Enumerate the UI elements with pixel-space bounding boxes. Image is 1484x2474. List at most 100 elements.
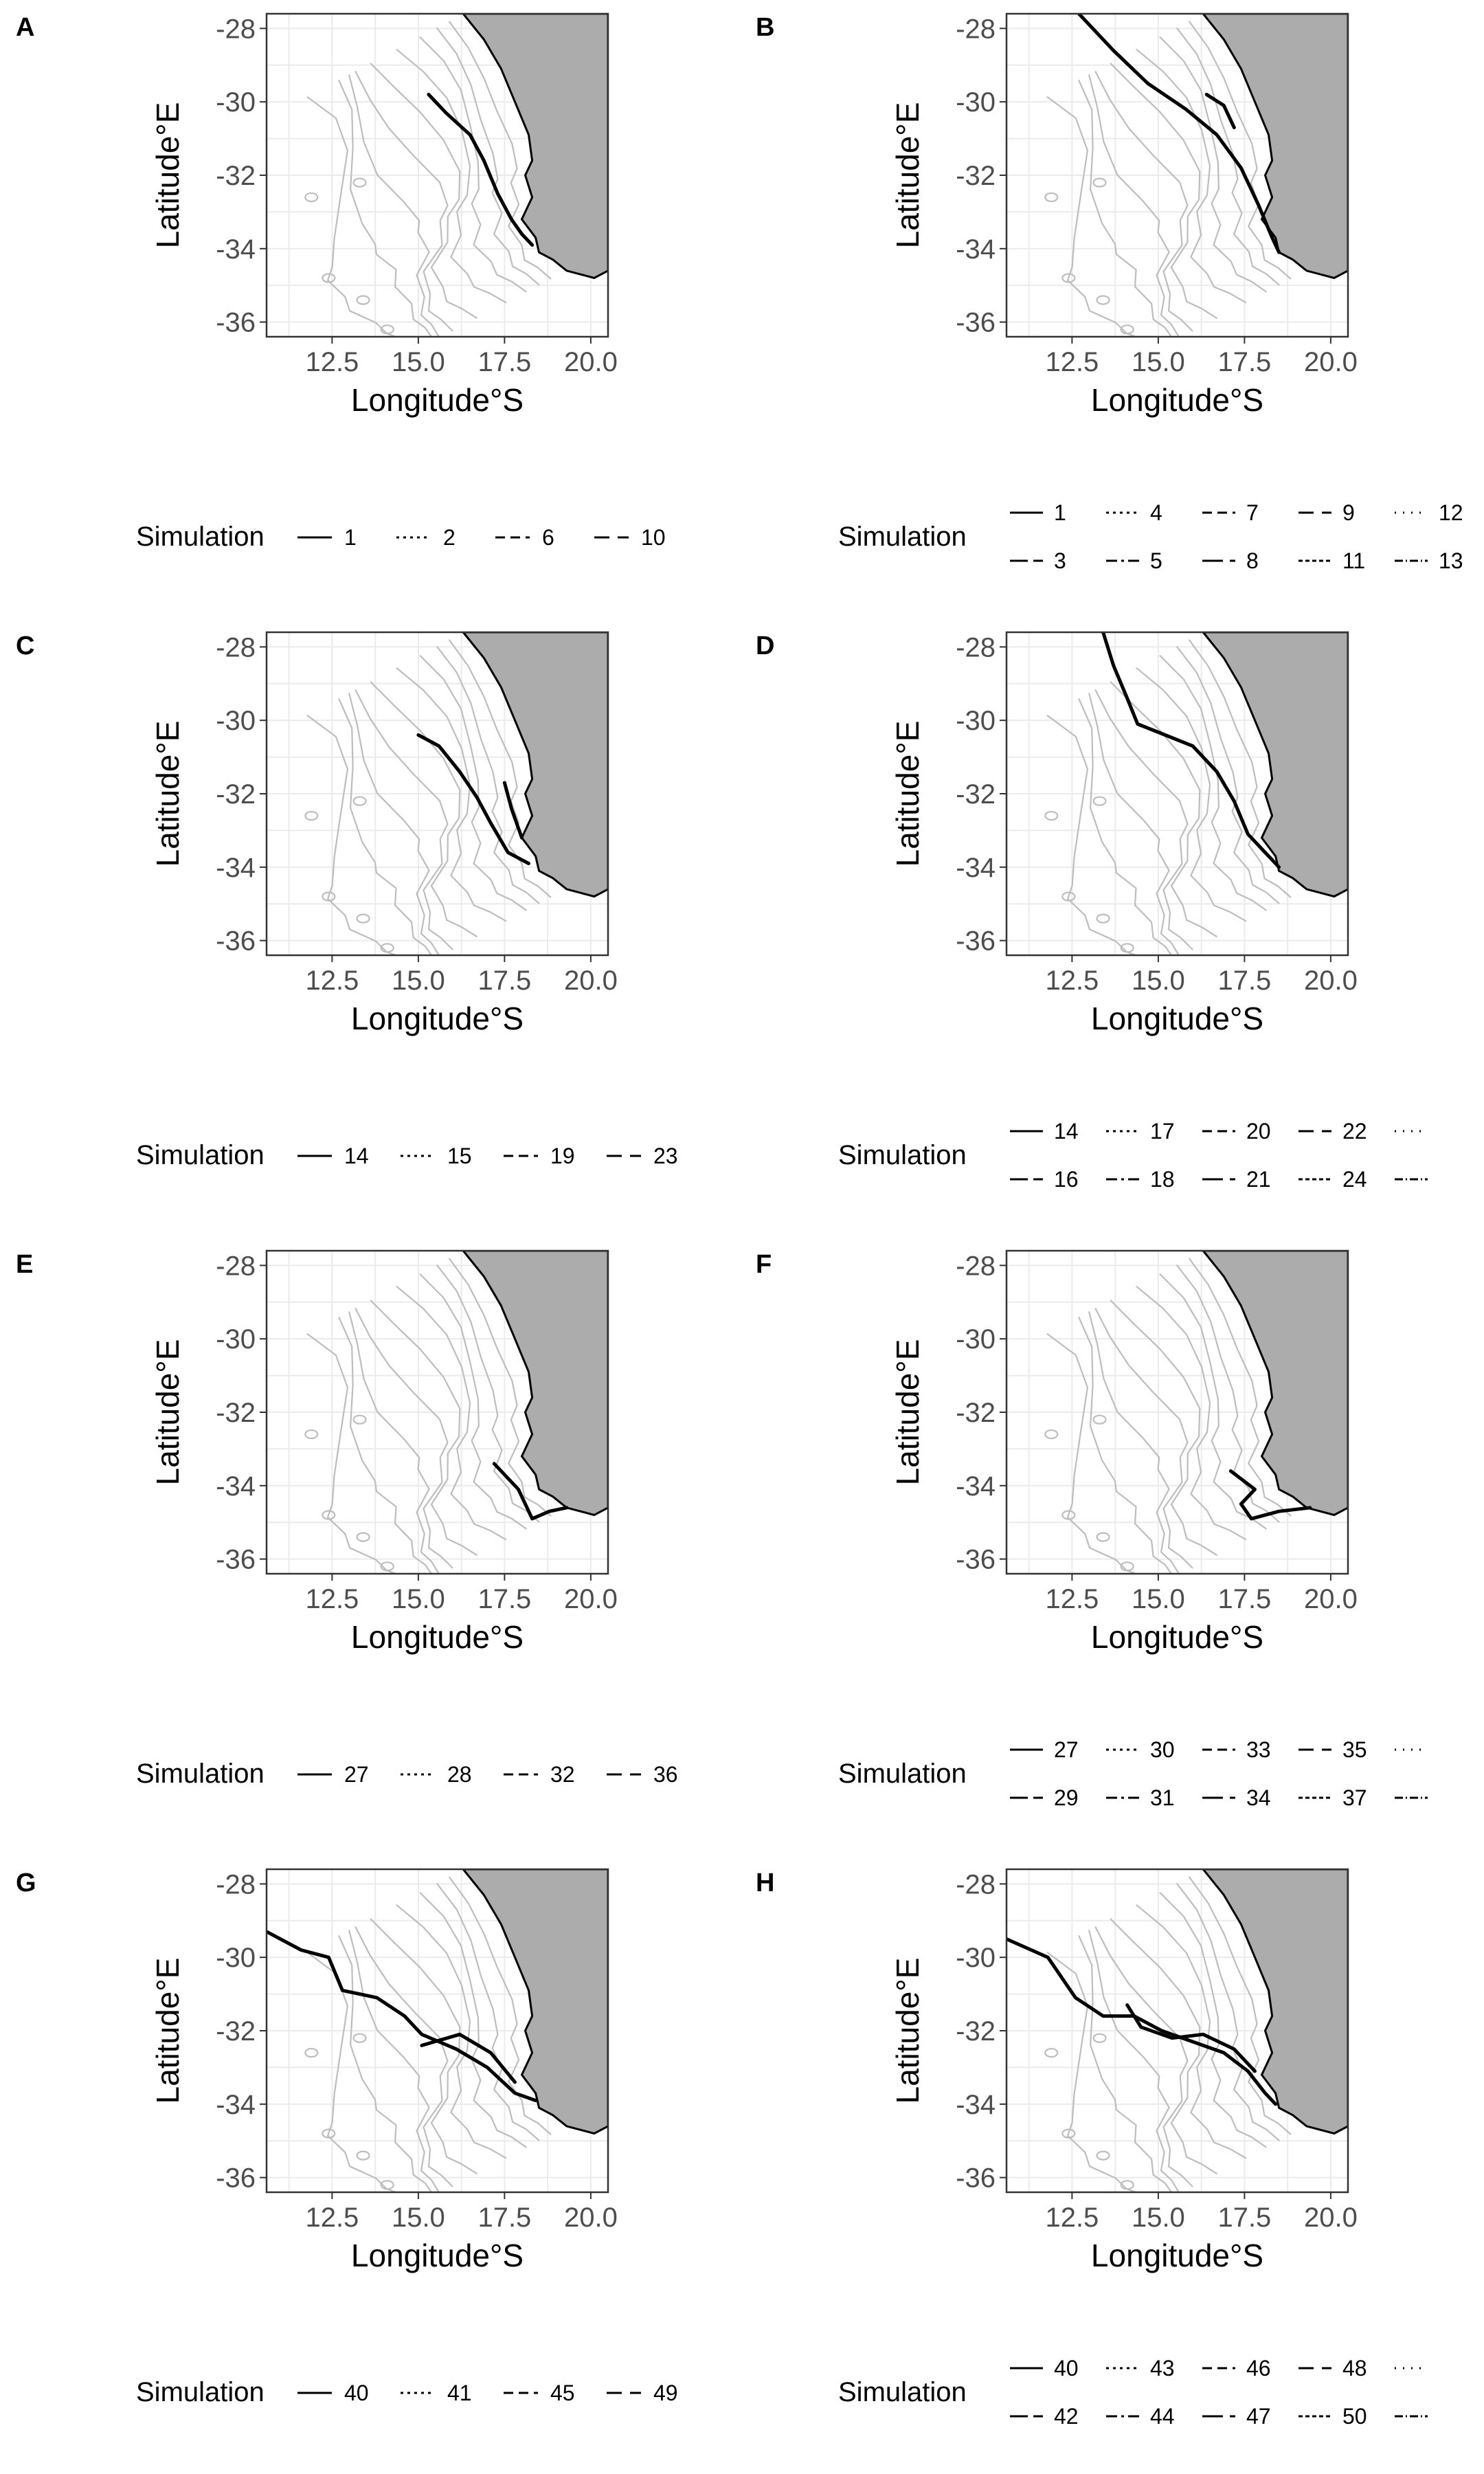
bathymetry-contour [1078, 1935, 1173, 2192]
x-tick-label: 12.5 [1045, 2203, 1099, 2233]
y-axis-title: Latitude°E [890, 102, 925, 249]
legend-label: 40 [344, 2381, 369, 2405]
seamount-contour [380, 324, 394, 335]
y-tick-label: -28 [956, 1869, 996, 1899]
land-mass [1202, 1869, 1348, 2135]
seamount-contour [1061, 2128, 1076, 2139]
legend-label: 29 [1054, 1785, 1079, 1810]
legend-label: 35 [1342, 1737, 1367, 1762]
x-tick-label: 20.0 [564, 1584, 618, 1614]
y-tick-label: -36 [216, 1545, 256, 1575]
legend-label: 24 [1342, 1167, 1367, 1192]
y-tick-label: -28 [956, 1251, 996, 1281]
legend-title: Simulation [838, 2377, 967, 2407]
x-axis-title: Longitude°S [1091, 1001, 1263, 1036]
y-axis-title: Latitude°E [150, 1958, 186, 2104]
y-tick-label: -36 [216, 2163, 256, 2194]
x-axis-title: Longitude°S [351, 382, 524, 418]
y-tick-label: -28 [216, 632, 256, 662]
legend-label: 30 [1150, 1737, 1175, 1762]
legend-label: 10 [641, 525, 666, 550]
x-tick-label: 12.5 [305, 347, 359, 377]
seamount-contour [1044, 2047, 1059, 2058]
land-mass [462, 632, 608, 898]
seamount-contour [380, 943, 394, 953]
y-tick-label: -34 [216, 1471, 256, 1502]
map-content [1044, 632, 1348, 955]
bathymetry-contour [1094, 1307, 1193, 1569]
legend-label: 41 [447, 2381, 472, 2405]
seamount-contour [304, 2047, 319, 2058]
legend-label: 44 [1150, 2404, 1175, 2429]
legend-label: 32 [550, 1762, 575, 1787]
legend-title: Simulation [838, 522, 967, 552]
y-tick-label: -32 [216, 161, 256, 191]
bathymetry-contour [338, 698, 433, 955]
bathymetry-contour [1159, 654, 1268, 911]
x-tick-label: 20.0 [1304, 1584, 1358, 1614]
legend-title: Simulation [136, 2377, 265, 2407]
panel-label: G [16, 1869, 36, 1897]
legend-label: 45 [550, 2381, 575, 2405]
bathymetry-contour [348, 74, 440, 337]
bathymetry-contour [1110, 1300, 1218, 1557]
bathymetry-contour [1088, 693, 1180, 955]
bathymetry-contour [348, 1930, 440, 2192]
legend-label: 50 [1342, 2404, 1367, 2429]
x-tick-label: 20.0 [564, 966, 618, 996]
bathymetry-contour [1188, 639, 1292, 898]
x-tick-label: 15.0 [1132, 966, 1185, 996]
x-tick-label: 12.5 [1045, 347, 1099, 377]
bathymetry-contour [355, 1926, 453, 2187]
seamount-contour [1120, 943, 1134, 953]
x-tick-label: 20.0 [1304, 347, 1358, 377]
x-axis-title: Longitude°S [1091, 2238, 1263, 2273]
simulation-track [267, 1930, 538, 2102]
bathymetry-contour [1110, 63, 1218, 320]
y-axis-title: Latitude°E [150, 102, 186, 249]
x-tick-label: 17.5 [477, 1584, 531, 1614]
panel-C: C 12.5 15.0 17.5 20.0 -28 -30 -32 -34 -36 Longitud… [16, 631, 678, 1170]
seamount-contour [1096, 1532, 1110, 1542]
x-tick-label: 15.0 [1132, 2203, 1185, 2233]
seamount-contour [322, 273, 336, 283]
bathymetry-contour [1078, 698, 1173, 955]
legend: Simulation 27 30 33 35 29 31 34 37 [838, 1737, 1428, 1810]
seamount-contour [1120, 324, 1134, 335]
y-tick-label: -30 [216, 87, 256, 118]
legend-label: 33 [1246, 1737, 1271, 1762]
legend-label: 7 [1246, 500, 1259, 525]
bathymetry-contour [1088, 1311, 1180, 1574]
legend: Simulation 14 17 20 22 16 18 21 24 [838, 1119, 1428, 1192]
y-tick-label: -30 [956, 706, 996, 736]
legend-label: 27 [344, 1762, 369, 1787]
map-content [1044, 1251, 1348, 1574]
legend-label: 49 [653, 2381, 678, 2405]
bathymetry-contour [396, 1285, 507, 1541]
panel-label: C [16, 632, 34, 660]
bathymetry-contour [338, 79, 433, 337]
legend-label: 14 [344, 1144, 369, 1168]
y-tick-label: -32 [956, 1398, 996, 1428]
seamount-contour [356, 295, 370, 305]
legend-label: 37 [1342, 1785, 1367, 1810]
y-tick-label: -28 [216, 14, 256, 44]
map-content [304, 632, 608, 955]
bathymetry-contour [1110, 1918, 1218, 2175]
simulation-track [1007, 1937, 1278, 2106]
x-tick-label: 17.5 [1217, 966, 1271, 996]
legend-label: 40 [1054, 2356, 1079, 2381]
bathymetry-contour [1110, 681, 1218, 938]
legend-label: 1 [1054, 500, 1066, 525]
legend: Simulation 40 43 46 48 42 44 47 50 [838, 2356, 1428, 2429]
legend: Simulation 1 4 7 9 12 3 5 8 11 13 [838, 500, 1463, 573]
simulation-track [502, 781, 524, 840]
legend-label: 20 [1246, 1119, 1271, 1144]
y-tick-label: -36 [956, 308, 996, 338]
legend-label: 22 [1342, 1119, 1367, 1144]
seamount-contour [356, 913, 370, 924]
legend-label: 9 [1342, 500, 1355, 525]
bathymetry-contour [396, 667, 507, 922]
legend-label: 6 [542, 525, 554, 550]
seamount-contour [322, 891, 336, 902]
